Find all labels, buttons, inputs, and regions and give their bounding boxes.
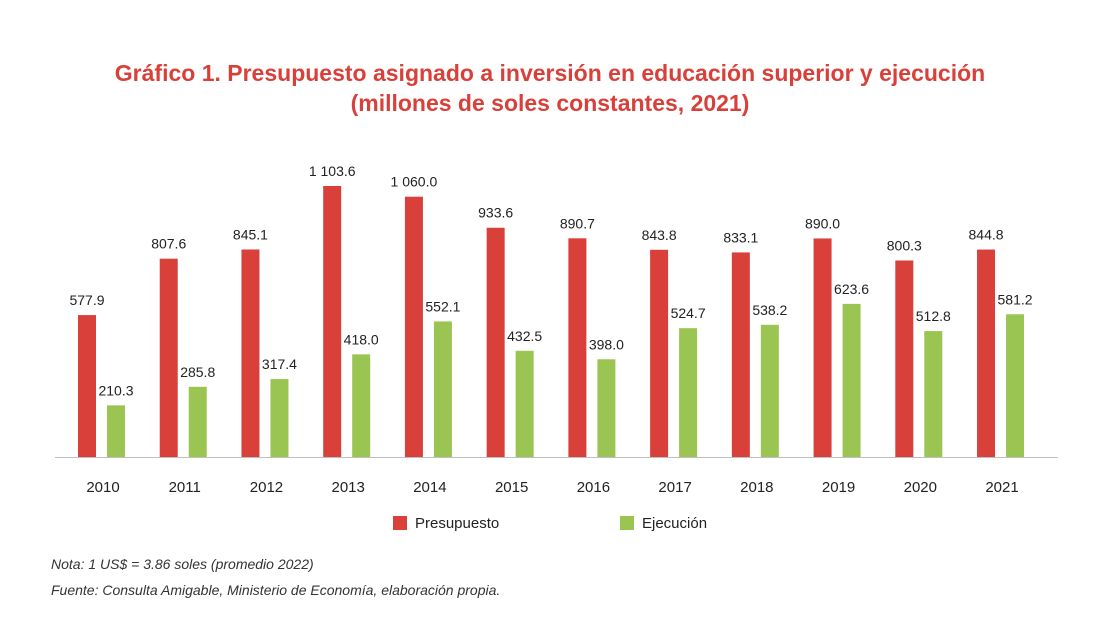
x-tick-label-2018: 2018 xyxy=(740,479,773,496)
note-text: Nota: 1 US$ = 3.86 soles (promedio 2022) xyxy=(51,556,314,572)
source-text: Fuente: Consulta Amigable, Ministerio de… xyxy=(51,582,501,598)
legend-label-ejecucion: Ejecución xyxy=(642,515,707,532)
data-label-presupuesto-2017: 843.8 xyxy=(642,227,677,243)
bar-presupuesto-2014 xyxy=(404,196,423,457)
x-tick-label-2014: 2014 xyxy=(413,479,446,496)
data-label-ejecucion-2012: 317.4 xyxy=(262,356,297,372)
bar-presupuesto-2012 xyxy=(241,249,260,457)
x-tick-label-2013: 2013 xyxy=(332,479,365,496)
data-label-presupuesto-2019: 890.0 xyxy=(805,215,840,231)
data-label-presupuesto-2016: 890.7 xyxy=(560,215,595,231)
data-label-ejecucion-2016: 398.0 xyxy=(589,336,624,352)
bar-ejecucion-2016 xyxy=(597,359,616,457)
x-tick-label-2020: 2020 xyxy=(904,479,937,496)
bar-presupuesto-2017 xyxy=(650,249,669,457)
data-label-presupuesto-2020: 800.3 xyxy=(887,237,922,253)
data-label-presupuesto-2012: 845.1 xyxy=(233,226,268,242)
bar-presupuesto-2019 xyxy=(813,238,832,457)
data-label-ejecucion-2010: 210.3 xyxy=(98,382,133,398)
bar-ejecucion-2018 xyxy=(760,324,779,457)
data-label-ejecucion-2013: 418.0 xyxy=(344,331,379,347)
legend-label-presupuesto: Presupuesto xyxy=(415,515,499,532)
x-tick-label-2015: 2015 xyxy=(495,479,528,496)
bar-presupuesto-2020 xyxy=(895,260,914,457)
data-label-ejecucion-2011: 285.8 xyxy=(180,364,215,380)
chart-title: Gráfico 1. Presupuesto asignado a invers… xyxy=(0,58,1100,118)
data-label-presupuesto-2011: 807.6 xyxy=(151,236,186,252)
data-label-ejecucion-2021: 581.2 xyxy=(998,291,1033,307)
data-label-presupuesto-2021: 844.8 xyxy=(969,227,1004,243)
data-label-ejecucion-2020: 512.8 xyxy=(916,308,951,324)
bar-presupuesto-2018 xyxy=(731,252,750,457)
x-tick-label-2010: 2010 xyxy=(86,479,119,496)
x-tick-label-2011: 2011 xyxy=(169,479,201,496)
bar-presupuesto-2021 xyxy=(977,249,996,457)
bar-ejecucion-2013 xyxy=(352,354,371,457)
chart-notes: Nota: 1 US$ = 3.86 soles (promedio 2022)… xyxy=(51,551,500,603)
data-label-ejecucion-2017: 524.7 xyxy=(671,305,706,321)
data-label-ejecucion-2015: 432.5 xyxy=(507,328,542,344)
data-label-ejecucion-2014: 552.1 xyxy=(425,298,460,314)
bar-ejecucion-2012 xyxy=(270,379,289,457)
data-label-ejecucion-2018: 538.2 xyxy=(752,302,787,318)
legend-swatch-ejecucion xyxy=(620,516,634,530)
x-tick-label-2012: 2012 xyxy=(250,479,283,496)
bar-ejecucion-2015 xyxy=(515,350,534,457)
data-label-presupuesto-2018: 833.1 xyxy=(723,229,758,245)
data-label-presupuesto-2010: 577.9 xyxy=(69,292,104,308)
bar-ejecucion-2021 xyxy=(1006,314,1025,457)
bar-presupuesto-2015 xyxy=(486,227,505,457)
bar-presupuesto-2011 xyxy=(159,258,178,457)
data-label-presupuesto-2015: 933.6 xyxy=(478,205,513,221)
data-label-ejecucion-2019: 623.6 xyxy=(834,281,869,297)
chart-title-line-2: (millones de soles constantes, 2021) xyxy=(350,90,750,116)
bar-presupuesto-2013 xyxy=(323,186,342,457)
bar-presupuesto-2016 xyxy=(568,238,587,457)
data-label-presupuesto-2014: 1 060.0 xyxy=(391,174,438,190)
bar-ejecucion-2014 xyxy=(433,321,452,457)
bar-ejecucion-2020 xyxy=(924,331,943,457)
bar-ejecucion-2011 xyxy=(188,386,207,457)
bar-ejecucion-2010 xyxy=(107,405,125,457)
x-tick-label-2019: 2019 xyxy=(822,479,855,496)
x-tick-label-2016: 2016 xyxy=(577,479,610,496)
chart-title-line-1: Gráfico 1. Presupuesto asignado a invers… xyxy=(114,60,986,86)
data-label-presupuesto-2013: 1 103.6 xyxy=(309,163,356,179)
legend-swatch-presupuesto xyxy=(393,516,407,530)
x-tick-label-2017: 2017 xyxy=(658,479,691,496)
bar-ejecucion-2017 xyxy=(679,328,698,457)
x-tick-label-2021: 2021 xyxy=(985,479,1018,496)
bar-ejecucion-2019 xyxy=(842,303,861,457)
bar-presupuesto-2010 xyxy=(78,315,96,457)
